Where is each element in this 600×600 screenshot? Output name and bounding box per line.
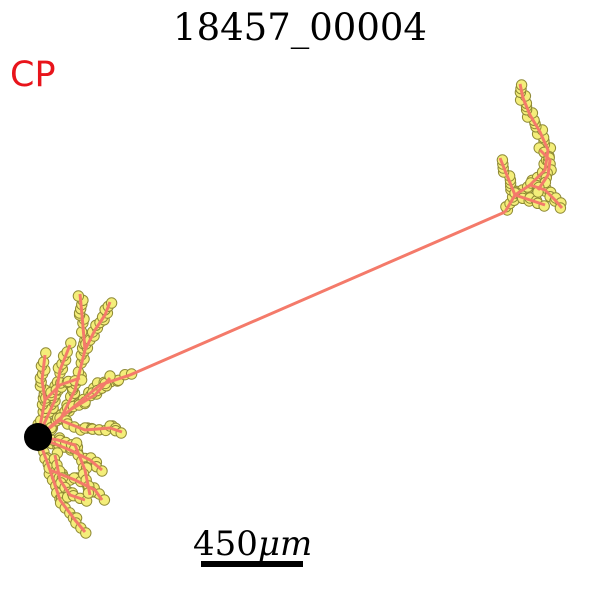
neurite-branch xyxy=(36,354,47,438)
figure-title: 18457_00004 xyxy=(173,6,427,49)
neurite-branch xyxy=(37,210,506,439)
neurite-branch xyxy=(498,157,517,196)
neurite-branch xyxy=(37,293,87,439)
soma xyxy=(24,423,52,451)
region-label: CP xyxy=(10,55,56,95)
scale-bar-label: 450μm xyxy=(193,524,313,564)
neurite-branch xyxy=(503,83,550,213)
neurite-branch xyxy=(53,454,86,502)
neurite-branch xyxy=(529,183,564,209)
scale-bar xyxy=(201,561,303,567)
neurite-branch xyxy=(36,344,72,438)
neurite-nodes xyxy=(29,79,567,539)
neurite-branch xyxy=(59,418,123,434)
neurite-branch xyxy=(514,193,546,207)
neurite-branch xyxy=(43,376,81,402)
neurite-branch xyxy=(49,468,104,501)
neurite-branch xyxy=(69,377,112,412)
neurite-branch xyxy=(83,301,112,351)
neurite-branch xyxy=(36,436,87,533)
neurite-branch xyxy=(536,148,552,191)
neurite-lines xyxy=(36,83,564,533)
